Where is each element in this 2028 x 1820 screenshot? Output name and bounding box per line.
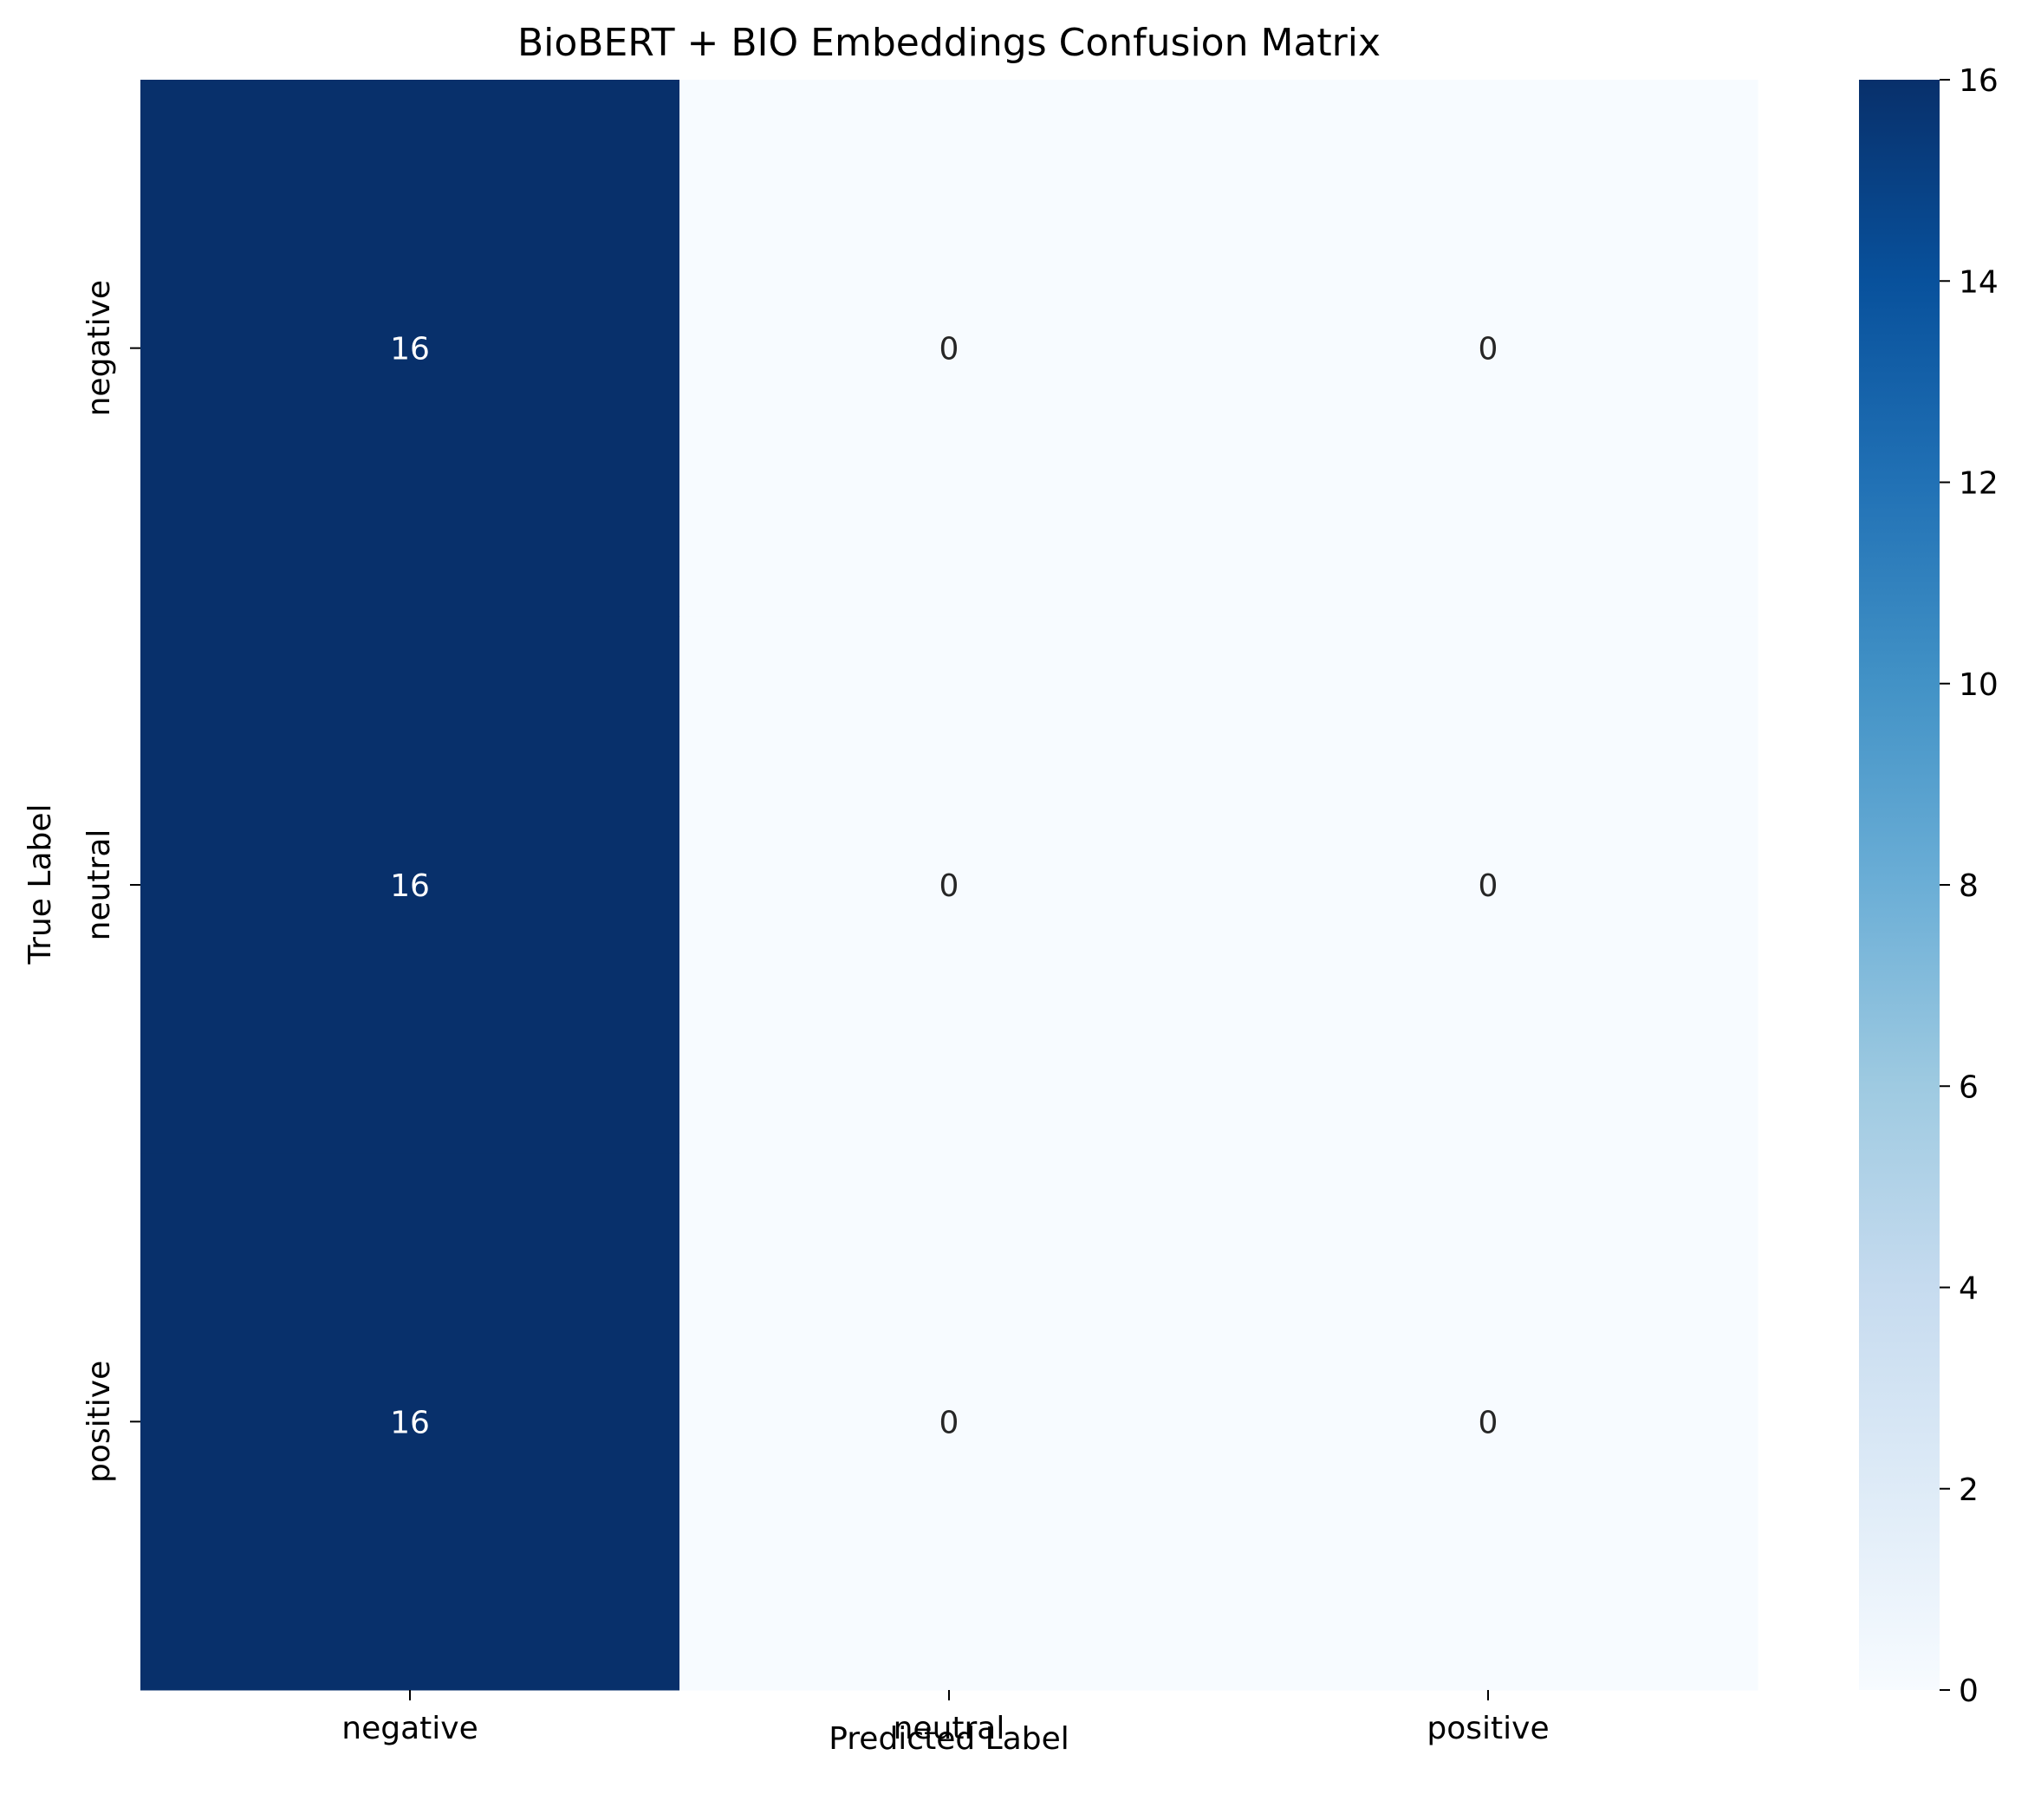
heatmap-cell-neutral-negative <box>140 616 680 1154</box>
colorbar <box>1859 80 1940 1690</box>
y-axis-ticks: negative neutral positive <box>81 280 140 1483</box>
colorbar-tick-label: 2 <box>1959 1472 1979 1508</box>
heatmap-cell-labels: 16 0 0 16 0 0 16 0 0 <box>390 332 1498 1441</box>
colorbar-tick-label: 12 <box>1959 466 1999 502</box>
heatmap-cells <box>140 80 1758 1691</box>
chart-title: BioBERT + BIO Embeddings Confusion Matri… <box>517 21 1381 65</box>
heatmap-cell-neutral-neutral <box>679 616 1219 1154</box>
heatmap-cell-neutral-positive <box>1219 616 1758 1154</box>
cell-value-label: 16 <box>390 1405 430 1440</box>
x-tick-label-positive: positive <box>1427 1711 1549 1746</box>
heatmap-cell-negative-positive <box>1219 80 1758 617</box>
cell-value-label: 0 <box>1479 868 1498 904</box>
heatmap-cell-positive-negative <box>140 1153 680 1691</box>
colorbar-tick-label: 6 <box>1959 1069 1979 1105</box>
cell-value-label: 0 <box>1479 332 1498 367</box>
colorbar-tick-label: 14 <box>1959 264 1999 300</box>
colorbar-tick-label: 0 <box>1959 1674 1979 1709</box>
heatmap-cell-positive-neutral <box>679 1153 1219 1691</box>
cell-value-label: 0 <box>939 868 959 904</box>
heatmap-cell-positive-positive <box>1219 1153 1758 1691</box>
heatmap-cell-negative-neutral <box>679 80 1219 617</box>
colorbar-tick-label: 4 <box>1959 1271 1979 1307</box>
colorbar-ticks: 0 2 4 6 8 10 12 14 16 <box>1940 63 1999 1709</box>
colorbar-tick-label: 8 <box>1959 868 1979 904</box>
y-tick-label-positive: positive <box>81 1361 117 1483</box>
cell-value-label: 0 <box>939 1405 959 1440</box>
x-tick-label-neutral: neutral <box>894 1711 1005 1746</box>
colorbar-tick-label: 16 <box>1959 63 1999 99</box>
cell-value-label: 16 <box>390 332 430 367</box>
x-axis-label: Predicted Label <box>829 1721 1069 1757</box>
x-axis-ticks: negative neutral positive <box>341 1690 1550 1746</box>
y-tick-label-neutral: neutral <box>81 829 117 941</box>
cell-value-label: 0 <box>1479 1405 1498 1440</box>
y-axis-label: True Label <box>23 803 58 965</box>
cell-value-label: 0 <box>939 332 959 367</box>
colorbar-tick-label: 10 <box>1959 667 1999 703</box>
y-tick-label-negative: negative <box>81 280 117 416</box>
x-tick-label-negative: negative <box>341 1711 478 1746</box>
cell-value-label: 16 <box>390 868 430 904</box>
heatmap-cell-negative-negative <box>140 80 680 617</box>
